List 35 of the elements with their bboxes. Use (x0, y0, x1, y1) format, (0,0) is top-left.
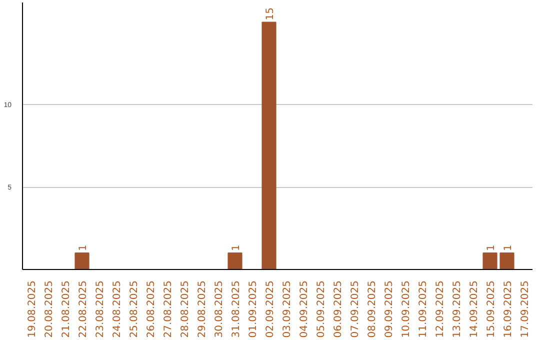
data-label: 1 (503, 244, 514, 252)
x-tick-label: 07.09.2025 (350, 280, 361, 338)
data-label: 15 (265, 8, 276, 20)
x-tick-label: 11.09.2025 (418, 280, 429, 338)
x-tick-label: 08.09.2025 (367, 280, 378, 338)
x-tick-label: 30.08.2025 (214, 280, 225, 338)
x-tick-label: 28.08.2025 (180, 280, 191, 338)
x-tick-label: 27.08.2025 (163, 280, 174, 338)
data-label: 1 (231, 244, 242, 252)
x-tick-label: 14.09.2025 (469, 280, 480, 338)
x-tick-label: 01.09.2025 (248, 280, 259, 338)
x-tick-label: 26.08.2025 (146, 280, 157, 338)
x-tick-label: 10.09.2025 (401, 280, 412, 338)
x-tick-label: 20.08.2025 (44, 280, 55, 338)
x-tick-label: 17.09.2025 (520, 280, 531, 338)
x-tick-label: 23.08.2025 (95, 280, 106, 338)
x-tick-label: 12.09.2025 (435, 280, 446, 338)
x-tick-label: 24.08.2025 (112, 280, 123, 338)
x-tick-label: 06.09.2025 (333, 280, 344, 338)
x-tick-label: 04.09.2025 (299, 280, 310, 338)
x-tick-label: 13.09.2025 (452, 280, 463, 338)
x-tick-label: 15.09.2025 (486, 280, 497, 338)
x-tick-label: 19.08.2025 (27, 280, 38, 338)
x-tick-label: 31.08.2025 (231, 280, 242, 338)
x-tick-label: 22.08.2025 (78, 280, 89, 338)
data-label: 1 (486, 244, 497, 252)
x-tick-label: 09.09.2025 (384, 280, 395, 338)
data-label: 1 (78, 244, 89, 252)
x-tick-label: 21.08.2025 (61, 280, 72, 338)
x-tick-label: 25.08.2025 (129, 280, 140, 338)
x-tick-label: 02.09.2025 (265, 280, 276, 338)
x-tick-label: 03.09.2025 (282, 280, 293, 338)
x-tick-label: 05.09.2025 (316, 280, 327, 338)
x-tick-label: 16.09.2025 (503, 280, 514, 338)
x-tick-label: 29.08.2025 (197, 280, 208, 338)
